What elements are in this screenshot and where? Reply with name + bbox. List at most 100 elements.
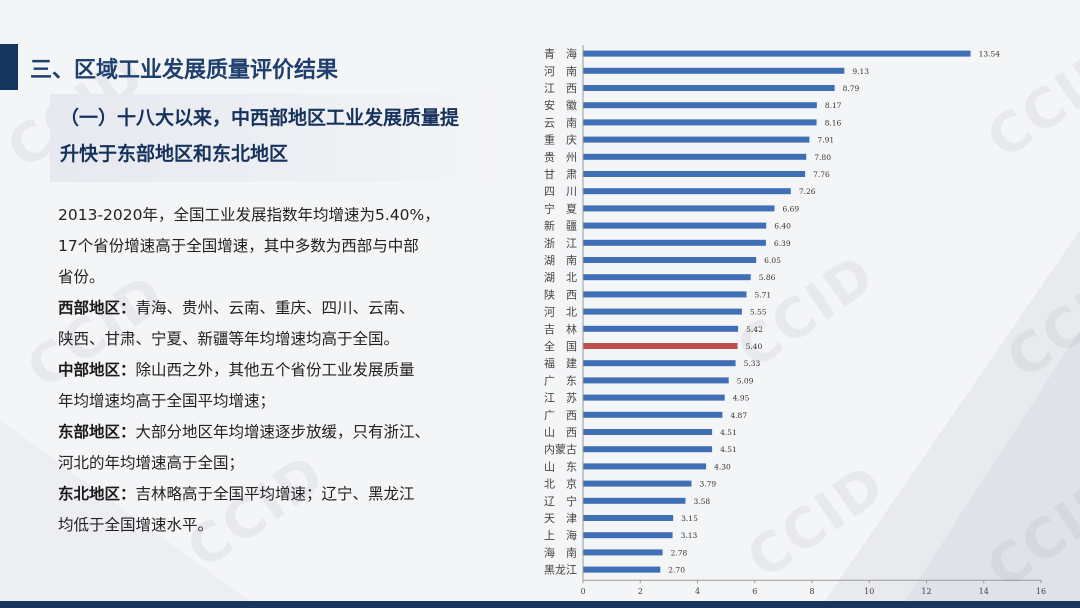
subtitle-band xyxy=(50,94,500,182)
category-label: 河 南 xyxy=(544,65,577,78)
category-label: 北 京 xyxy=(544,477,577,491)
bar xyxy=(583,325,739,332)
value-label: 4.95 xyxy=(733,394,750,403)
west-label: 西部地区： xyxy=(58,299,136,317)
category-label: 辽 宁 xyxy=(544,494,577,508)
category-label: 上 海 xyxy=(544,528,577,542)
category-label: 浙 江 xyxy=(544,237,577,250)
x-tick-label: 4 xyxy=(695,587,700,596)
category-label: 湖 南 xyxy=(544,254,577,267)
category-label: 四 川 xyxy=(544,185,577,198)
value-label: 6.05 xyxy=(764,256,781,265)
bar xyxy=(583,497,686,504)
bar xyxy=(583,549,663,556)
bar xyxy=(583,429,713,435)
bar xyxy=(583,153,807,160)
body-text: 2013-2020年，全国工业发展指数年均增速为5.40%， 17个省份增速高于… xyxy=(58,200,488,541)
value-label: 8.17 xyxy=(825,101,842,110)
east-label: 东部地区： xyxy=(58,423,136,441)
intro-line-1: 2013-2020年，全国工业发展指数年均增速为5.40%， xyxy=(58,206,440,224)
central-paragraph: 中部地区：除山西之外，其他五个省份工业发展质量 xyxy=(58,355,488,386)
central-label: 中部地区： xyxy=(58,361,136,379)
west-line-2: 陕西、甘肃、宁夏、新疆等年均增速均高于全国。 xyxy=(58,330,400,348)
category-label: 海 南 xyxy=(544,545,577,559)
x-tick-label: 2 xyxy=(638,587,643,596)
bar xyxy=(583,85,835,91)
subtitle: （一）十八大以来，中西部地区工业发展质量提 升快于东部地区和东北地区 xyxy=(60,100,490,172)
category-label: 甘 肃 xyxy=(544,168,577,181)
category-label: 河 北 xyxy=(544,306,577,319)
value-label: 2.78 xyxy=(671,548,688,557)
value-label: 7.76 xyxy=(813,170,830,179)
bar xyxy=(583,50,971,57)
value-label: 5.09 xyxy=(737,376,754,385)
bar xyxy=(583,205,775,212)
west-line-1: 青海、贵州、云南、重庆、四川、云南、 xyxy=(135,299,415,317)
bar xyxy=(583,377,729,384)
northeast-line-2: 均低于全国增速水平。 xyxy=(58,516,214,534)
west-paragraph: 西部地区：青海、贵州、云南、重庆、四川、云南、 xyxy=(58,293,488,324)
east-line-1: 大部分地区年均增速逐步放缓，只有浙江、 xyxy=(135,423,431,441)
category-label: 天 津 xyxy=(544,512,577,525)
category-label: 新 疆 xyxy=(544,219,577,233)
bar xyxy=(583,566,661,573)
bar xyxy=(583,188,791,195)
bar xyxy=(583,222,767,229)
east-paragraph: 东部地区：大部分地区年均增速逐步放缓，只有浙江、 xyxy=(58,417,488,448)
bar xyxy=(583,446,713,453)
x-tick-label: 12 xyxy=(921,587,931,596)
value-label: 6.69 xyxy=(783,204,800,213)
central-line-1: 除山西之外，其他五个省份工业发展质量 xyxy=(135,361,415,379)
northeast-line-1: 吉林略高于全国平均增速；辽宁、黑龙江 xyxy=(135,485,415,503)
value-label: 3.58 xyxy=(693,497,710,506)
subtitle-line-2: 升快于东部地区和东北地区 xyxy=(60,143,289,165)
value-label: 6.40 xyxy=(774,222,791,231)
value-label: 6.39 xyxy=(774,239,791,248)
category-label: 福 建 xyxy=(544,356,577,370)
subtitle-line-1: （一）十八大以来，中西部地区工业发展质量提 xyxy=(60,107,460,129)
category-label: 陕 西 xyxy=(544,287,577,301)
value-label: 5.86 xyxy=(759,273,776,282)
value-label: 8.16 xyxy=(825,118,842,127)
value-label: 5.71 xyxy=(754,290,771,299)
value-label: 5.40 xyxy=(746,342,763,351)
bar xyxy=(583,394,725,401)
bar xyxy=(583,274,751,281)
title-accent-bar xyxy=(0,44,18,90)
value-label: 4.51 xyxy=(720,445,737,454)
value-label: 9.13 xyxy=(852,67,869,76)
bottom-bar xyxy=(0,601,1080,608)
x-tick-label: 10 xyxy=(864,587,874,596)
category-label: 山 西 xyxy=(544,426,577,439)
bar xyxy=(583,360,736,367)
bar xyxy=(583,119,817,126)
category-label: 江 西 xyxy=(544,82,577,95)
category-label: 全 国 xyxy=(544,339,577,353)
category-label: 重 庆 xyxy=(544,133,577,147)
intro-line-3: 省份。 xyxy=(58,268,105,286)
value-label: 7.80 xyxy=(814,153,831,162)
bar xyxy=(583,532,673,539)
category-label: 青 海 xyxy=(544,47,577,61)
bar xyxy=(583,102,817,109)
x-tick-label: 14 xyxy=(979,587,989,596)
category-label: 吉 林 xyxy=(544,322,577,336)
bar xyxy=(583,308,742,315)
value-label: 5.42 xyxy=(746,325,763,334)
bar xyxy=(583,411,723,418)
x-tick-label: 8 xyxy=(809,587,814,596)
value-label: 2.70 xyxy=(668,566,685,575)
value-label: 4.87 xyxy=(730,411,747,420)
category-label: 内蒙古 xyxy=(544,442,577,456)
value-label: 7.26 xyxy=(799,187,816,196)
bar xyxy=(583,239,766,246)
category-label: 云 南 xyxy=(544,116,577,129)
category-label: 山 东 xyxy=(544,460,577,473)
value-label: 3.79 xyxy=(699,480,716,489)
growth-rate-bar-chart: 青 海 13.54 河 南 9.13 江 西 8.79 安 徽 8.17 云 南 8.16 重 庆 7… xyxy=(544,45,1046,596)
value-label: 4.30 xyxy=(714,462,731,471)
value-label: 3.13 xyxy=(681,531,698,540)
northeast-label: 东北地区： xyxy=(58,485,136,503)
bar xyxy=(583,480,692,487)
bar xyxy=(583,136,810,143)
